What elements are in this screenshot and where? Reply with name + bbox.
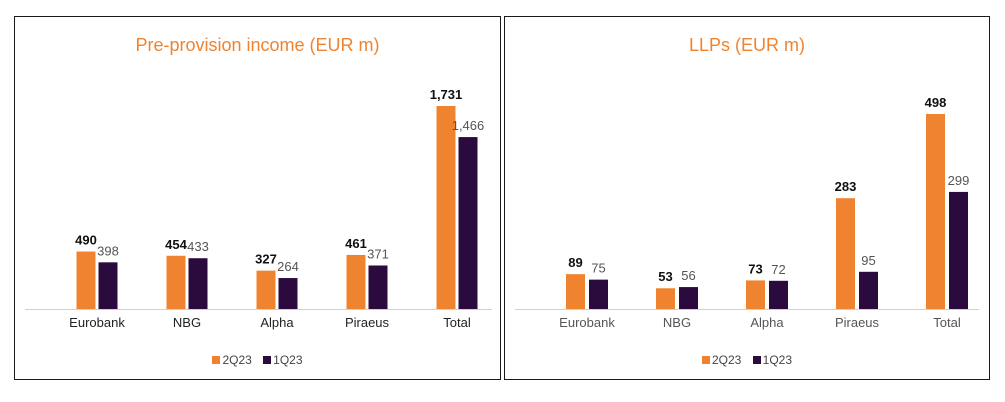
ppi-data-label-2q23-total: 1,731 xyxy=(430,87,463,102)
llp-bar-1q23-alpha xyxy=(769,280,788,309)
legend-item-1q23: 1Q23 xyxy=(752,353,793,367)
llp-bar-1q23-nbg xyxy=(679,287,698,309)
llp-category-label-total: Total xyxy=(933,315,961,330)
legend-label-2q23: 2Q23 xyxy=(222,353,252,367)
llp-bar-1q23-total xyxy=(949,191,968,309)
llp-data-label-1q23-piraeus: 95 xyxy=(861,253,875,268)
llp-bar-1q23-piraeus xyxy=(859,271,878,309)
llp-category-label-alpha: Alpha xyxy=(750,315,784,330)
ppi-bar-2q23-eurobank xyxy=(76,251,96,309)
ppi-category-label-piraeus: Piraeus xyxy=(345,315,390,330)
ppi-data-label-2q23-alpha: 327 xyxy=(255,252,277,267)
llp-bar-2q23-total xyxy=(926,114,945,309)
legend-label-2q23: 2Q23 xyxy=(711,353,742,367)
legend-swatch-1q23 xyxy=(263,356,272,364)
ppi-category-label-nbg: NBG xyxy=(173,315,201,330)
ppi-category-label-total: Total xyxy=(443,315,471,330)
ppi-data-label-2q23-nbg: 454 xyxy=(165,237,187,252)
legend-swatch-2q23 xyxy=(701,356,710,364)
ppi-data-label-1q23-alpha: 264 xyxy=(277,259,299,274)
llp-bar-2q23-alpha xyxy=(746,280,765,309)
ppi-bar-1q23-piraeus xyxy=(368,265,388,309)
llp-data-label-1q23-eurobank: 75 xyxy=(591,261,605,276)
legend-swatch-2q23 xyxy=(212,356,221,364)
ppi-data-label-2q23-piraeus: 461 xyxy=(345,236,367,251)
ppi-data-label-1q23-nbg: 433 xyxy=(187,239,209,254)
ppi-category-label-alpha: Alpha xyxy=(260,315,294,330)
llp-data-label-1q23-total: 299 xyxy=(948,173,970,188)
ppi-bar-1q23-alpha xyxy=(278,278,298,309)
ppi-data-label-1q23-total: 1,466 xyxy=(452,118,485,133)
legend-label-1q23: 1Q23 xyxy=(762,353,793,367)
llp-category-label-nbg: NBG xyxy=(663,315,691,330)
llp-data-label-2q23-nbg: 53 xyxy=(658,269,672,284)
llp-category-label-piraeus: Piraeus xyxy=(835,315,880,330)
llp-category-label-eurobank: Eurobank xyxy=(559,315,615,330)
llp-data-label-1q23-alpha: 72 xyxy=(771,262,785,277)
ppi-category-label-eurobank: Eurobank xyxy=(69,315,125,330)
llp-data-label-1q23-nbg: 56 xyxy=(681,268,695,283)
legend-item-2q23: 2Q23 xyxy=(212,353,252,367)
ppi-chart-title: Pre-provision income (EUR m) xyxy=(135,35,380,55)
ppi-bar-1q23-eurobank xyxy=(98,262,118,309)
legend-item-1q23: 1Q23 xyxy=(263,353,303,367)
llp-legend: 2Q23 1Q23 xyxy=(505,353,989,367)
ppi-bar-2q23-total xyxy=(436,106,456,309)
llp-chart-panel: LLPs (EUR m) 89 75 Eurobank 53 56 NBG 73 72 Alph… xyxy=(504,16,990,380)
llp-bar-2q23-nbg xyxy=(656,288,675,309)
ppi-chart-panel: Pre-provision income (EUR m) 490 398 Eurob… xyxy=(14,16,501,380)
legend-label-1q23: 1Q23 xyxy=(273,353,303,367)
legend-item-2q23: 2Q23 xyxy=(701,353,742,367)
ppi-bar-1q23-total xyxy=(458,137,478,309)
llp-bar-2q23-eurobank xyxy=(566,274,585,309)
ppi-bar-2q23-alpha xyxy=(256,270,276,309)
llp-data-label-2q23-alpha: 73 xyxy=(748,261,762,276)
llp-data-label-2q23-piraeus: 283 xyxy=(835,179,857,194)
ppi-bar-2q23-piraeus xyxy=(346,254,366,309)
ppi-bar-2q23-nbg xyxy=(166,255,186,309)
ppi-data-label-1q23-eurobank: 398 xyxy=(97,243,119,258)
llp-bar-1q23-eurobank xyxy=(589,279,608,309)
llp-chart-title: LLPs (EUR m) xyxy=(688,35,805,55)
llp-bar-2q23-piraeus xyxy=(836,198,855,309)
llp-data-label-2q23-total: 498 xyxy=(925,95,947,110)
llp-chart-plot: 89 75 Eurobank 53 56 NBG 73 72 Alpha 283 95 Piraeus… xyxy=(515,95,979,330)
ppi-legend: 2Q23 1Q23 xyxy=(15,353,500,367)
ppi-bar-1q23-nbg xyxy=(188,258,208,309)
legend-swatch-1q23 xyxy=(752,356,761,364)
ppi-data-label-1q23-piraeus: 371 xyxy=(367,246,389,261)
llp-data-label-2q23-eurobank: 89 xyxy=(568,255,582,270)
ppi-data-label-2q23-eurobank: 490 xyxy=(75,233,97,248)
